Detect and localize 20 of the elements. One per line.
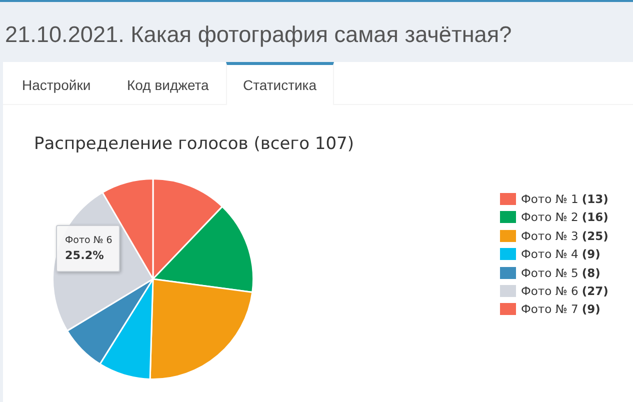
legend-label: Фото № 2	[521, 210, 578, 224]
legend-label: Фото № 1	[521, 192, 578, 206]
data-label: (27)	[582, 284, 608, 298]
legend-label: Фото № 7	[521, 302, 578, 316]
data-label: (16)	[582, 210, 608, 224]
text: Код виджета	[127, 77, 209, 93]
chart-subtitle: Распределение голосов (всего 107)	[34, 133, 354, 155]
data-label: (8)	[582, 266, 600, 280]
data-label: (25)	[582, 228, 608, 243]
data-label: (9)	[582, 247, 600, 262]
legend-label: Фото № 5	[521, 266, 578, 280]
legend-label: Фото № 6	[521, 284, 578, 298]
legend-label: Фото № 4	[521, 247, 578, 262]
chart-title: 21.10.2021. Какая фотография самая зачётная?	[5, 21, 512, 49]
legend-label: Фото № 3	[521, 228, 578, 243]
data-label: (13)	[582, 192, 608, 206]
tab[interactable]: Статистика	[226, 62, 334, 105]
tooltip: Фото № 6 25.2%	[56, 225, 120, 272]
text: Настройки	[22, 77, 91, 93]
data-label: (9)	[582, 302, 600, 316]
